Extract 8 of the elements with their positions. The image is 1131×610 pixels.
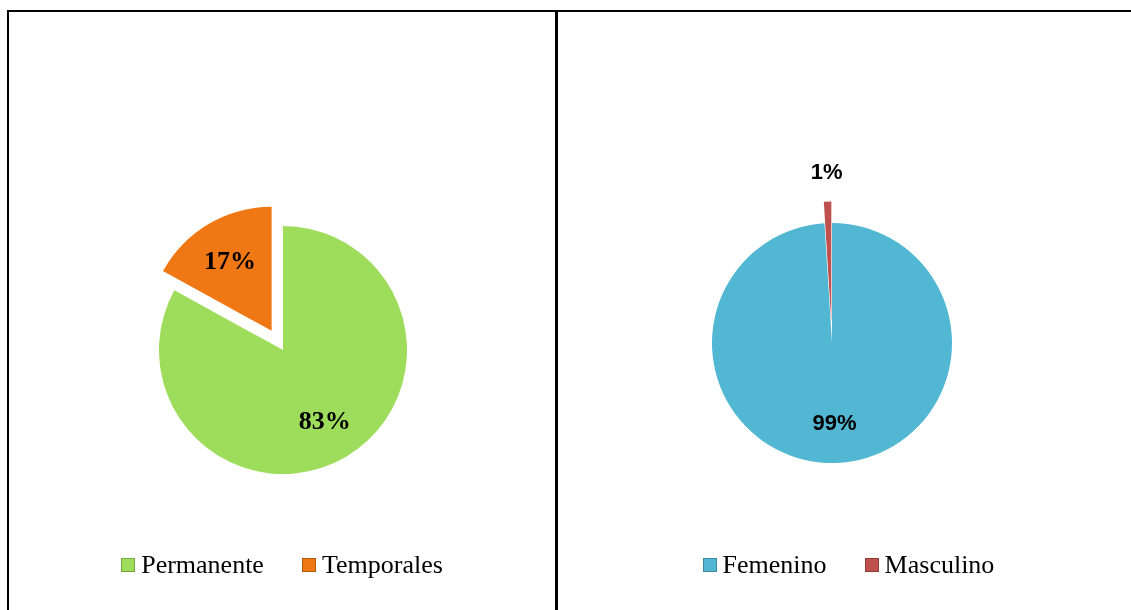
legend-label: Permanente	[141, 550, 264, 580]
legend-label: Femenino	[722, 550, 827, 580]
legend-label: Temporales	[321, 550, 443, 580]
data-label: 17%	[203, 245, 256, 275]
data-label: 99%	[812, 409, 857, 435]
data-label: 1%	[810, 158, 843, 184]
legend-label: Masculino	[884, 550, 995, 580]
data-label: 83%	[298, 405, 351, 435]
